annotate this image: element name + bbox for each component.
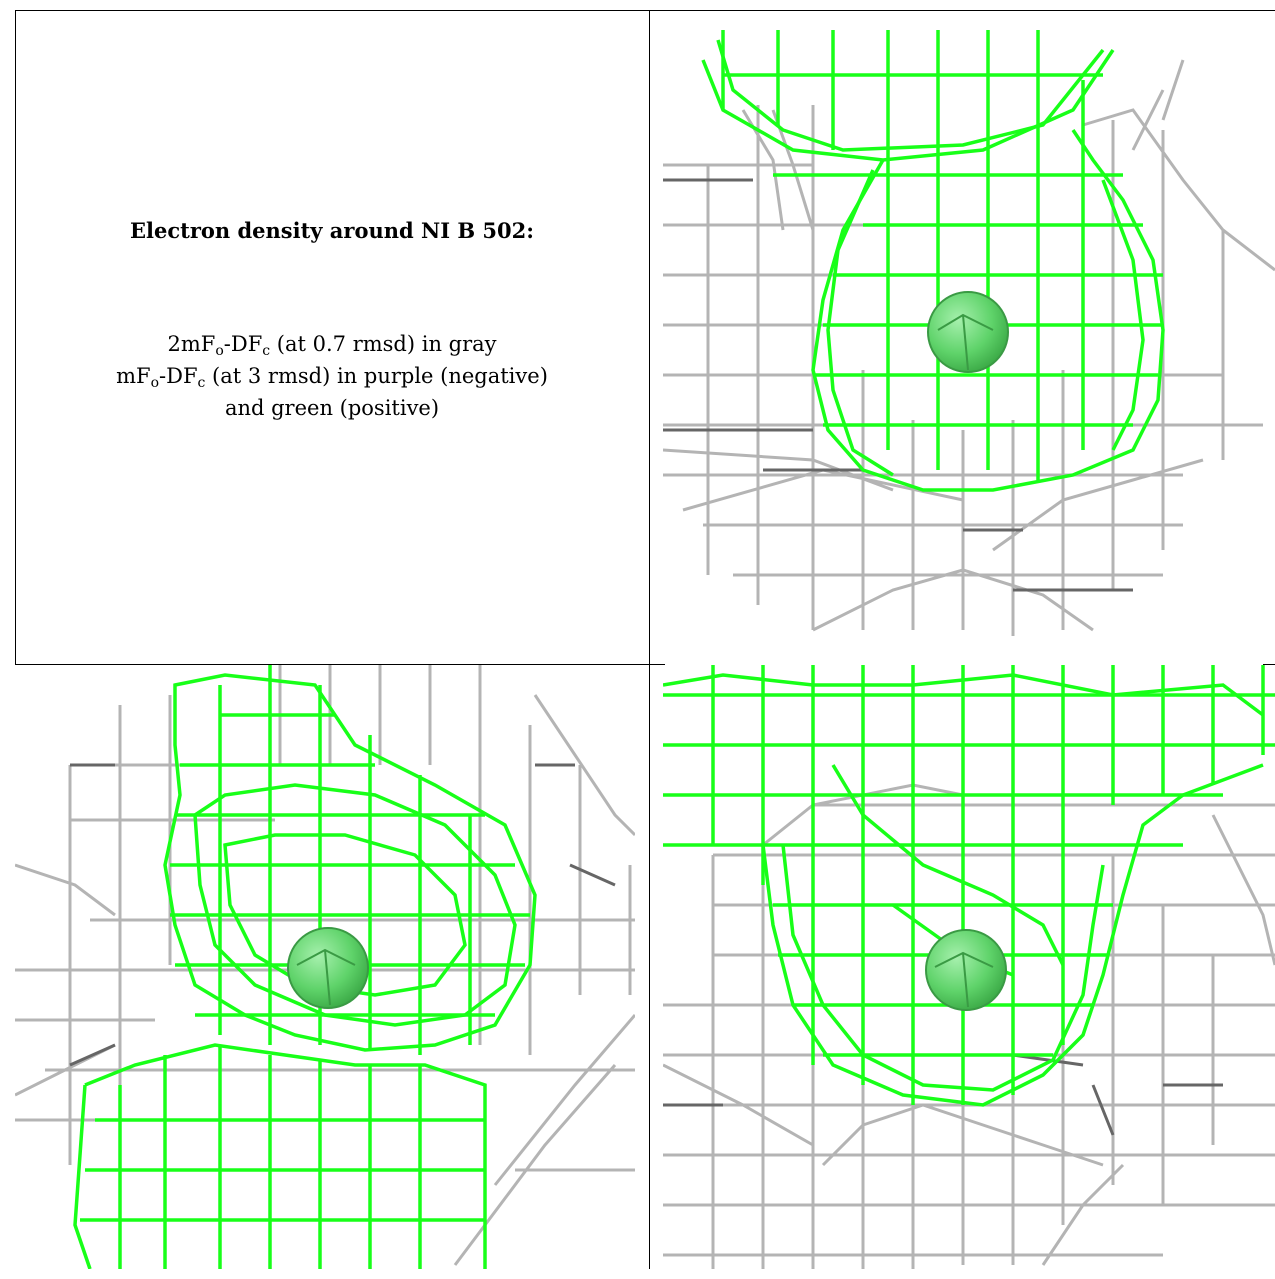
nickel-atom [925, 929, 1007, 1011]
view-bottom-right [663, 665, 1275, 1269]
dark-mesh [69, 763, 616, 1067]
view-top-right [663, 30, 1275, 636]
legend-line-2fo-fc: 2mFo-DFc (at 0.7 rmsd) in gray [15, 328, 649, 360]
dark-mesh [663, 1053, 1223, 1136]
sub-c: c [197, 375, 206, 391]
positive-density-mesh [73, 665, 537, 1269]
rule-middle-vertical [649, 10, 650, 1269]
term-a: mF [116, 364, 151, 388]
sub-o: o [150, 375, 160, 391]
legend-body: 2mFo-DFc (at 0.7 rmsd) in gray mFo-DFc (… [15, 328, 649, 424]
sub-c: c [262, 343, 271, 359]
rule-middle-horizontal [15, 664, 665, 665]
gray-mesh [663, 783, 1275, 1269]
gray-mesh [15, 665, 635, 1266]
view-bottom-left [15, 665, 635, 1269]
legend-desc-gray: (at 0.7 rmsd) in gray [270, 332, 497, 356]
sub-o: o [215, 343, 224, 359]
positive-density-mesh [663, 665, 1275, 1107]
term-a: 2mF [167, 332, 216, 356]
nickel-atom [287, 927, 369, 1009]
positive-density-mesh [701, 30, 1165, 492]
legend-cell: Electron density around NI B 502: 2mFo-D… [15, 10, 649, 665]
rule-top [15, 10, 1275, 11]
rule-left [15, 10, 16, 665]
term-b: -DF [223, 332, 263, 356]
mesh-render [663, 30, 1275, 636]
mesh-render [663, 665, 1275, 1269]
legend-desc-purple: (at 3 rmsd) in purple (negative) [205, 364, 548, 388]
legend-line-green: and green (positive) [224, 396, 440, 420]
legend-line-fo-fc: mFo-DFc (at 3 rmsd) in purple (negative) [15, 360, 649, 392]
legend-title: Electron density around NI B 502: [130, 218, 534, 243]
mesh-render [15, 665, 635, 1269]
rule-right-stub [1263, 664, 1275, 665]
nickel-atom [927, 291, 1009, 373]
dark-mesh [663, 178, 1133, 592]
term-b: -DF [159, 364, 198, 388]
